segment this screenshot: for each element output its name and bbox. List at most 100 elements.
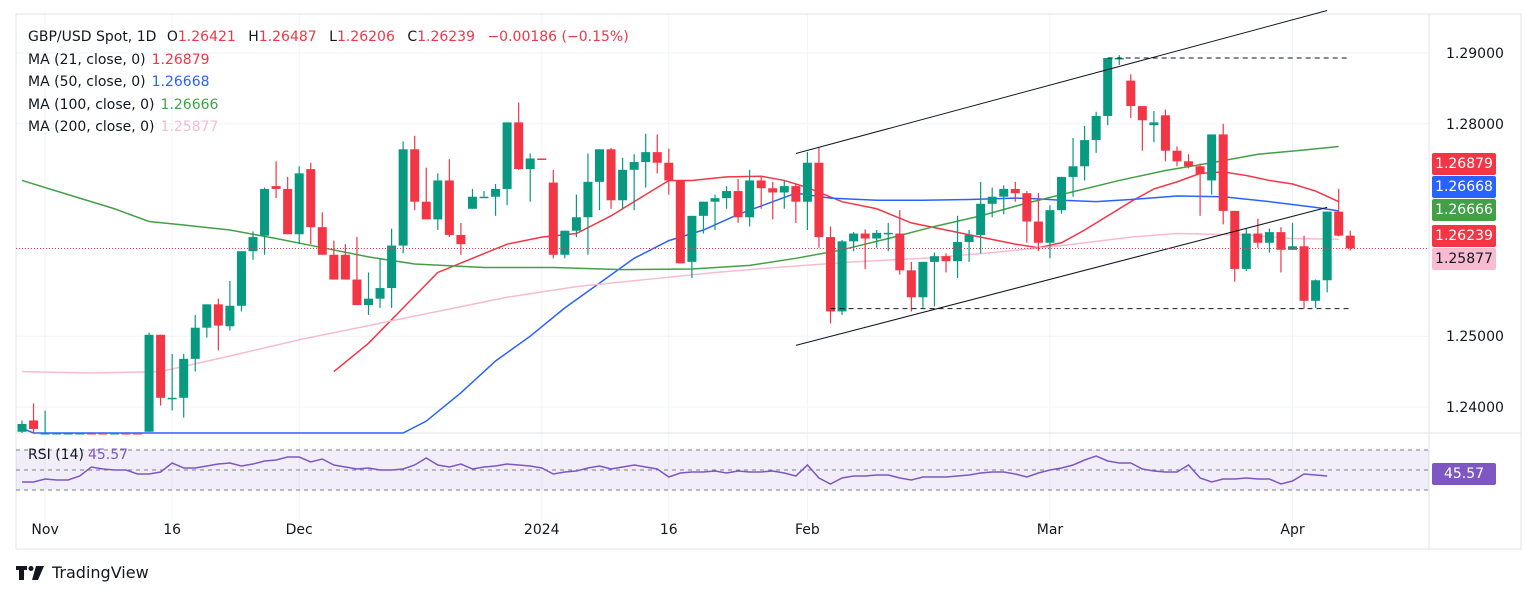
rsi-pane (16, 449, 1429, 491)
price-tag-ma100: 1.26666 (1432, 199, 1496, 221)
candle-body (999, 188, 1009, 197)
candle-body (1172, 150, 1182, 162)
candle (236, 251, 246, 312)
candle (1334, 188, 1344, 237)
candle-body (109, 433, 119, 435)
candle-body (964, 234, 974, 243)
rsi-line (22, 455, 1328, 485)
candle-body (1033, 221, 1043, 243)
candle (1195, 163, 1205, 216)
candle (1218, 123, 1228, 225)
candle (595, 149, 604, 211)
candle-body (1218, 134, 1228, 211)
candle-body (375, 288, 385, 299)
candle (1068, 137, 1078, 197)
candle (1114, 55, 1124, 66)
candle (213, 298, 223, 351)
indicator-ma100[interactable]: MA (100, close, 0) 1.26666 (28, 94, 637, 117)
grid-lines (16, 14, 1429, 520)
candle-body (398, 149, 408, 246)
candle (629, 154, 639, 211)
indicator-ma50[interactable]: MA (50, close, 0) 1.26668 (28, 71, 637, 94)
candle (514, 102, 524, 170)
indicator-ma200[interactable]: MA (200, close, 0) 1.25877 (28, 116, 637, 139)
candle (953, 215, 963, 279)
candle-body (248, 237, 258, 252)
candle-body (260, 188, 270, 236)
y-axis[interactable]: 1.29000 1.28000 1.25000 1.24000 (1446, 46, 1504, 416)
trend-lines[interactable] (795, 10, 1351, 346)
candle (1080, 125, 1090, 181)
tradingview-logo[interactable]: TradingView (16, 563, 149, 582)
indicator-label: MA (200, close, 0) (28, 119, 155, 135)
symbol-row: GBP/USD Spot, 1D O1.26421 H1.26487 L1.26… (28, 26, 637, 49)
candle-body (687, 215, 697, 262)
candle (1264, 228, 1274, 253)
candle-body (629, 162, 639, 170)
candle-body (1010, 188, 1020, 194)
low-value: 1.26206 (336, 29, 395, 45)
rsi-price-tag: 45.57 (1432, 463, 1496, 486)
close-key: C (407, 29, 418, 45)
candle-body (1241, 233, 1251, 269)
candle (548, 169, 558, 259)
candle-body (283, 188, 293, 235)
candle (364, 272, 373, 315)
indicator-ma21[interactable]: MA (21, close, 0) 1.26879 (28, 49, 637, 72)
candle (918, 261, 928, 308)
candle (86, 433, 96, 435)
price-tag-last: 1.26239 (1432, 225, 1496, 247)
candle-body (722, 191, 732, 199)
candle-body (906, 270, 916, 298)
candle (814, 147, 824, 248)
candle-body (1137, 106, 1147, 121)
candle-body (941, 256, 951, 262)
candle (826, 226, 835, 324)
candle (571, 194, 581, 238)
candle (410, 135, 420, 211)
candle (75, 433, 85, 435)
candle-body (641, 152, 651, 163)
y-tick-label: 1.25000 (1446, 329, 1504, 345)
indicator-value: 1.26879 (151, 51, 210, 68)
x-tick-label: Dec (286, 522, 313, 538)
rsi-legend[interactable]: RSI (14) 45.57 (28, 447, 128, 463)
candle (433, 173, 443, 230)
candle (756, 176, 766, 209)
x-tick-label: Apr (1280, 522, 1304, 538)
candle (722, 186, 732, 209)
candle (652, 134, 662, 174)
candle (52, 433, 62, 435)
candle-body (652, 152, 662, 163)
candle (779, 180, 789, 209)
low-key: L (329, 29, 337, 45)
candle (179, 353, 189, 418)
candle (40, 410, 50, 435)
candle (109, 433, 119, 435)
candle-body (1160, 115, 1170, 151)
candle (1311, 279, 1321, 308)
candle-body (1114, 57, 1124, 60)
symbol-title[interactable]: GBP/USD Spot, 1D (28, 29, 157, 45)
candle (156, 334, 166, 406)
candle (317, 212, 327, 255)
candle-body (849, 233, 859, 242)
candle (895, 210, 905, 275)
candle-body (1207, 134, 1217, 181)
candle (860, 229, 870, 269)
candle (791, 183, 801, 223)
candle (29, 403, 39, 433)
candle (583, 153, 593, 255)
indicator-label: MA (100, close, 0) (28, 96, 155, 113)
candle (872, 230, 882, 248)
candle-body (814, 162, 824, 238)
price-tag-ma21: 1.26879 (1432, 153, 1496, 175)
candle (387, 228, 397, 308)
candle-body (213, 304, 223, 326)
candle-body (410, 149, 420, 202)
indicator-label: MA (21, close, 0) (28, 51, 146, 68)
candle-body (133, 433, 142, 435)
candle (802, 152, 812, 230)
candle (929, 252, 939, 307)
